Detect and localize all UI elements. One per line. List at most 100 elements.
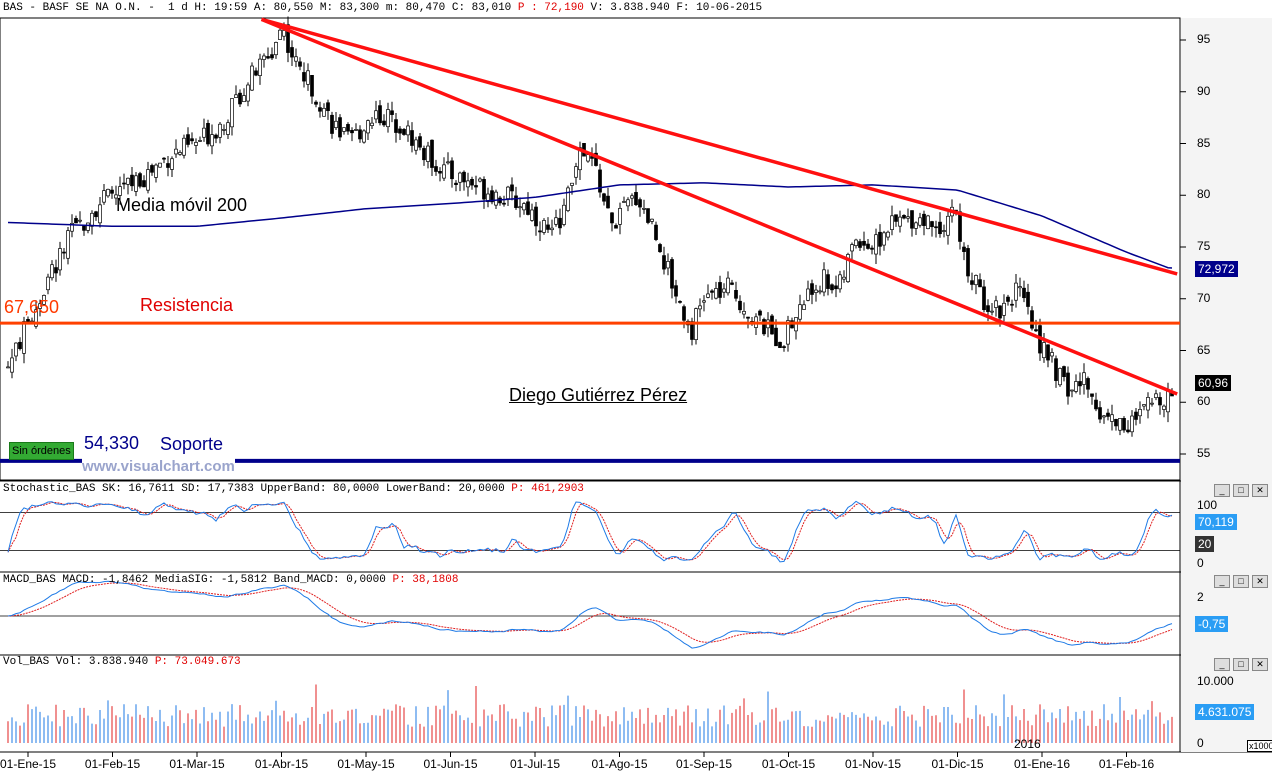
candle-body [658,244,662,253]
x-tick-label: 01-Feb-15 [84,757,141,771]
candle-body [274,42,278,56]
candle-body [638,199,642,208]
candle-body [54,267,58,274]
stoch-tick: 100 [1197,498,1218,512]
candle-body [326,102,330,112]
candle-body [482,179,486,200]
price-panel [0,17,1181,481]
candle-body [510,184,514,192]
y-tick-label: 85 [1197,135,1211,150]
maximize-icon[interactable]: □ [1233,658,1249,671]
vol-info: Vol_BAS Vol: 3.838.940 [3,656,155,668]
candle-body [82,225,86,231]
candle-body [814,289,818,293]
candle-body [454,182,458,185]
candle-body [850,244,854,252]
candle-body [450,160,454,180]
volume-tick: 0 [1197,736,1204,750]
candle-body [354,129,358,131]
minimize-icon[interactable]: _ [1214,484,1230,497]
candle-body [390,110,394,115]
candle-body [646,208,650,223]
candle-body [162,157,166,160]
candle-body [42,295,46,305]
maximize-icon[interactable]: □ [1233,575,1249,588]
candle-body [126,177,130,185]
stoch-p: P: 461,2903 [511,483,584,495]
close-icon[interactable]: ✕ [1252,575,1268,588]
candle-body [778,341,782,348]
close-icon[interactable]: ✕ [1252,484,1268,497]
close-icon[interactable]: ✕ [1252,658,1268,671]
candle-body [502,202,506,205]
minimize-icon[interactable]: _ [1214,575,1230,588]
candle-body [986,305,990,312]
candle-body [406,125,410,136]
candle-body [6,366,10,369]
candle-body [714,288,718,299]
maximize-icon[interactable]: □ [1233,484,1249,497]
candle-body [218,123,222,138]
candle-body [158,162,162,168]
candle-body [106,188,110,197]
candle-body [746,316,750,319]
candle-body [282,30,286,37]
y-tick-label: 80 [1197,187,1211,202]
candle-body [418,136,422,148]
candle-body [578,147,582,171]
candle-body [214,134,218,139]
candle-body [910,210,914,229]
candle-body [882,232,886,246]
candle-body [490,190,494,203]
candle-body [270,54,274,59]
candle-body [702,300,706,303]
candle-body [98,204,102,224]
candle-body [518,206,522,209]
macd-value-tag: -0,75 [1195,616,1229,632]
candle-body [726,277,730,294]
header-info: BAS - BASF SE NA O.N. - 1 d H: 19:59 A: … [3,2,518,14]
candle-body [1098,407,1102,420]
minimize-icon[interactable]: _ [1214,658,1230,671]
candle-body [298,61,302,67]
candle-body [866,243,870,249]
x-tick-label: 01-Sep-15 [675,757,733,771]
header-p: P : 72,190 [517,2,584,14]
candle-body [962,246,966,252]
macd-signal-line [7,582,1173,644]
candle-body [662,255,666,270]
candle-body [86,222,90,231]
candle-body [586,154,590,162]
candle-body [442,164,446,179]
candle-body [1090,393,1094,397]
candle-body [734,290,738,299]
stoch-band-tag: 20 [1195,536,1215,552]
candle-body [506,186,510,199]
candle-body [1142,404,1146,407]
candle-body [550,227,554,231]
candle-body [942,230,946,232]
macd-tick: 2 [1197,590,1204,604]
candle-body [446,161,450,164]
orders-badge[interactable]: Sin órdenes [9,442,74,460]
candle-body [650,218,654,222]
candle-body [350,130,354,134]
candle-body [262,55,266,60]
candle-body [838,274,842,290]
candle-body [62,251,66,254]
candle-body [1030,310,1034,329]
candle-body [430,139,434,168]
candle-body [982,286,986,311]
candle-body [698,305,702,310]
candle-body [810,283,814,295]
stoch-tick: 0 [1197,556,1204,570]
candle-body [1050,352,1054,357]
price-header: BAS - BASF SE NA O.N. - 1 d H: 19:59 A: … [3,2,762,14]
x-tick-label: 01-Ago-15 [591,757,648,771]
candle-body [558,217,562,229]
candle-body [178,152,182,155]
candle-body [898,216,902,227]
candle-body [526,201,530,215]
x-tick-label: 01-Jul-15 [509,757,561,771]
